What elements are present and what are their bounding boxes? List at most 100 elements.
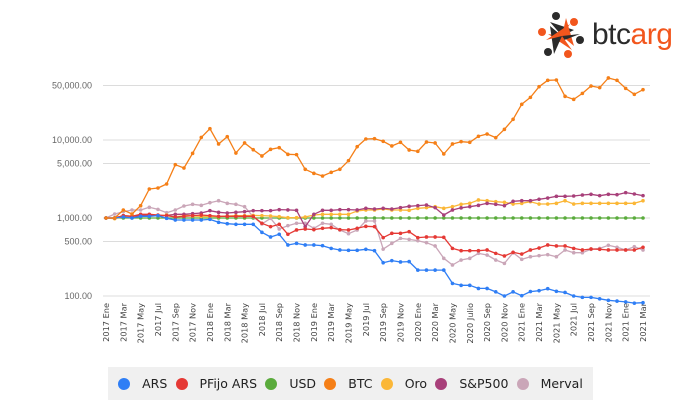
data-point (554, 254, 559, 259)
data-point (216, 142, 221, 146)
data-point (390, 216, 394, 220)
data-point (545, 202, 550, 206)
line-chart: 50,000.00 10,000.00 5,000.00 1,000.00 500.00… (52, 76, 650, 344)
data-point (441, 206, 446, 211)
data-point (182, 204, 186, 208)
data-point (251, 222, 256, 227)
legend-dot-icon (265, 377, 278, 390)
data-point (623, 86, 628, 91)
y-axis-ticks: 50,000.00 10,000.00 5,000.00 1,000.00 500.00… (52, 80, 92, 301)
data-point (268, 224, 273, 229)
data-point (286, 243, 290, 247)
data-point (519, 216, 524, 220)
data-point (355, 208, 359, 212)
data-point (441, 256, 446, 261)
data-point (338, 167, 342, 172)
data-point (493, 135, 498, 140)
data-point (632, 301, 637, 305)
data-point (467, 204, 472, 209)
logo-wordmark: btcarg (592, 18, 673, 51)
data-point (398, 260, 403, 264)
data-point (225, 214, 230, 219)
data-point (615, 299, 619, 303)
data-point (467, 201, 472, 206)
data-point (528, 289, 533, 294)
data-point (268, 147, 273, 152)
data-point (441, 152, 446, 156)
data-point (381, 206, 385, 211)
series-lines (104, 76, 645, 305)
x-tick-label: 2019 Mar (326, 302, 336, 342)
data-point (208, 200, 212, 205)
legend-label: Oro (404, 376, 428, 391)
data-point (476, 251, 481, 256)
data-point (346, 231, 351, 236)
x-tick-label: 2020 Julio (465, 303, 475, 344)
data-point (268, 214, 273, 218)
data-point (433, 235, 437, 239)
data-point (260, 154, 264, 158)
y-tick-label: 1,000.00 (57, 213, 92, 223)
data-point (294, 215, 299, 220)
data-point (338, 207, 342, 212)
data-point (329, 170, 333, 175)
data-point (450, 216, 455, 220)
data-point (277, 145, 282, 150)
data-point (563, 248, 567, 252)
data-point (641, 87, 645, 92)
series-ars (104, 213, 645, 305)
x-tick-label: 2019 Ene (309, 303, 319, 342)
btcarg-logo: btcarg (536, 10, 686, 60)
data-point (441, 235, 446, 240)
data-point (485, 201, 489, 206)
data-point (476, 286, 481, 291)
data-point (303, 243, 308, 247)
data-point (545, 78, 550, 83)
data-point (286, 215, 290, 220)
data-point (147, 205, 152, 210)
data-point (597, 193, 602, 198)
data-point (225, 211, 230, 215)
data-point (416, 235, 420, 240)
data-point (138, 214, 143, 219)
data-point (199, 135, 204, 140)
data-point (537, 288, 541, 293)
data-point (641, 193, 645, 198)
data-point (441, 268, 446, 272)
data-point (545, 216, 550, 220)
data-point (156, 213, 160, 218)
data-point (537, 253, 541, 258)
data-point (416, 203, 420, 208)
data-point (234, 210, 238, 215)
data-point (312, 227, 316, 232)
data-point (260, 230, 264, 235)
data-point (424, 205, 429, 210)
data-point (476, 198, 481, 202)
data-point (225, 134, 230, 139)
data-point (346, 207, 351, 212)
x-tick-label: 2018 Mar (222, 302, 232, 342)
data-point (381, 247, 385, 251)
data-point (355, 216, 359, 220)
data-point (623, 300, 628, 304)
data-point (147, 214, 152, 219)
x-tick-label: 2017 Nov (188, 303, 198, 343)
data-point (467, 248, 472, 253)
x-axis-ticks: 2017 Ene 2017 Mar 2017 May 2017 Jul 2017 Sep… (101, 302, 648, 343)
data-point (493, 251, 498, 256)
data-point (156, 207, 160, 212)
data-point (467, 140, 472, 145)
data-point (407, 229, 411, 234)
data-point (277, 207, 282, 212)
data-point (632, 216, 637, 220)
data-point (545, 252, 550, 257)
data-point (190, 202, 195, 207)
data-point (441, 216, 446, 220)
x-tick-label: 2017 Ene (101, 303, 111, 342)
data-point (260, 213, 264, 218)
data-point (312, 216, 316, 220)
data-point (424, 235, 429, 239)
data-point (597, 85, 602, 90)
data-point (398, 205, 403, 210)
data-point (493, 258, 498, 262)
